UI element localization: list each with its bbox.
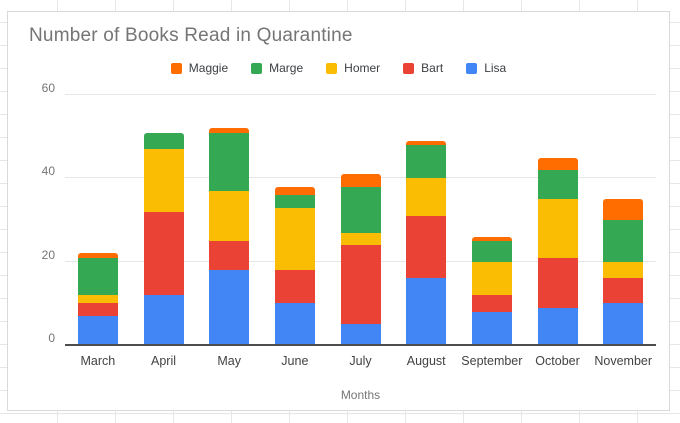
bar-segment-november-bart xyxy=(603,278,644,304)
bar-segment-march-maggie xyxy=(77,253,118,258)
bar-stack-september xyxy=(471,236,512,345)
legend-label: Marge xyxy=(269,61,304,75)
legend-swatch-icon xyxy=(466,62,478,74)
bar-segment-may-marge xyxy=(209,132,250,191)
legend-item-lisa[interactable]: Lisa xyxy=(466,61,506,75)
bar-segment-october-bart xyxy=(537,257,578,308)
bar-segment-november-lisa xyxy=(603,303,644,345)
bar-segment-may-maggie xyxy=(209,128,250,133)
bar-segment-october-lisa xyxy=(537,307,578,345)
legend-swatch-icon xyxy=(326,62,338,74)
bar-group-july xyxy=(328,95,394,345)
bar-group-august xyxy=(393,95,459,345)
bar-segment-april-homer xyxy=(143,149,184,212)
x-axis-line xyxy=(65,344,656,346)
x-axis-label-august: August xyxy=(406,354,446,368)
bar-stack-november xyxy=(603,199,644,345)
bar-segment-june-lisa xyxy=(274,303,315,345)
bar-segment-july-marge xyxy=(340,186,381,233)
bar-segment-november-maggie xyxy=(603,199,644,221)
bar-group-march xyxy=(65,95,131,345)
bar-segment-august-maggie xyxy=(406,140,447,146)
legend-item-maggie[interactable]: Maggie xyxy=(170,61,229,75)
bar-segment-may-lisa xyxy=(209,270,250,345)
bar-stack-october xyxy=(537,157,578,345)
bar-group-november xyxy=(590,95,656,345)
bar-segment-june-homer xyxy=(274,207,315,271)
x-axis-label-march: March xyxy=(80,354,116,368)
bar-segment-april-bart xyxy=(143,211,184,295)
bar-segment-september-maggie xyxy=(471,236,512,241)
bar-segment-april-lisa xyxy=(143,295,184,345)
y-axis-tick-20: 20 xyxy=(41,247,55,262)
bar-group-october xyxy=(525,95,591,345)
bar-group-september xyxy=(459,95,525,345)
bar-group-may xyxy=(196,95,262,345)
bar-segment-august-bart xyxy=(406,215,447,279)
plot-area: 0 20 40 60 xyxy=(42,81,656,346)
bar-stack-april xyxy=(143,132,184,345)
bar-segment-april-marge xyxy=(143,132,184,150)
bar-group-april xyxy=(131,95,197,345)
chart-container[interactable]: Number of Books Read in Quarantine Maggi… xyxy=(7,11,670,411)
bar-group-june xyxy=(262,95,328,345)
y-axis-tick-60: 60 xyxy=(41,81,55,95)
bar-segment-june-marge xyxy=(274,195,315,208)
bar-segment-may-homer xyxy=(209,190,250,241)
chart-title: Number of Books Read in Quarantine xyxy=(29,25,353,46)
bar-segment-august-homer xyxy=(406,178,447,216)
legend-label: Bart xyxy=(421,61,444,75)
x-axis-label-september: September xyxy=(461,354,523,368)
x-axis-label-april: April xyxy=(151,354,177,368)
bar-segment-june-maggie xyxy=(274,186,315,196)
bar-segment-september-homer xyxy=(471,261,512,296)
legend: Maggie Marge Homer Bart Lisa xyxy=(8,61,669,75)
bar-segment-october-maggie xyxy=(537,157,578,171)
bar-segment-november-marge xyxy=(603,220,644,262)
x-axis-title: Months xyxy=(340,388,381,402)
x-axis-labels: March April May June July August September Octo… xyxy=(65,354,656,368)
bar-segment-september-bart xyxy=(471,295,512,312)
bar-stack-march xyxy=(77,253,118,345)
bar-stack-august xyxy=(406,140,447,345)
bar-groups xyxy=(65,95,656,345)
bar-segment-september-marge xyxy=(471,240,512,262)
bar-segment-november-homer xyxy=(603,261,644,279)
bar-segment-march-bart xyxy=(77,303,118,316)
legend-item-bart[interactable]: Bart xyxy=(403,61,443,75)
bar-segment-july-lisa xyxy=(340,324,381,345)
y-axis-tick-40: 40 xyxy=(41,164,55,179)
bar-segment-march-homer xyxy=(77,295,118,304)
bar-segment-august-marge xyxy=(406,145,447,179)
bar-segment-june-bart xyxy=(274,270,315,304)
legend-label: Lisa xyxy=(484,61,507,75)
bar-segment-march-marge xyxy=(77,257,118,296)
x-axis-label-july: July xyxy=(349,354,372,368)
bar-segment-march-lisa xyxy=(77,315,118,345)
legend-swatch-icon xyxy=(403,62,415,74)
bar-segment-may-bart xyxy=(209,240,250,270)
bar-stack-july xyxy=(340,174,381,345)
legend-swatch-icon xyxy=(170,62,182,74)
x-axis-label-november: November xyxy=(594,354,653,368)
x-axis-label-june: June xyxy=(281,354,309,368)
bar-stack-june xyxy=(274,186,315,345)
x-axis-label-october: October xyxy=(535,354,580,368)
y-axis-tick-0: 0 xyxy=(48,331,55,345)
bar-segment-july-maggie xyxy=(340,174,381,187)
legend-item-marge[interactable]: Marge xyxy=(251,61,303,75)
legend-item-homer[interactable]: Homer xyxy=(326,61,380,75)
x-axis-label-may: May xyxy=(217,354,241,368)
gridline-60 xyxy=(65,94,656,95)
bar-segment-july-bart xyxy=(340,245,381,325)
legend-label: Homer xyxy=(344,61,381,75)
legend-label: Maggie xyxy=(188,61,229,75)
bar-segment-october-homer xyxy=(537,199,578,258)
bar-segment-october-marge xyxy=(537,170,578,200)
bar-segment-july-homer xyxy=(340,232,381,246)
bar-stack-may xyxy=(209,128,250,345)
legend-swatch-icon xyxy=(251,62,263,74)
bar-segment-september-lisa xyxy=(471,311,512,345)
bar-segment-august-lisa xyxy=(406,278,447,345)
